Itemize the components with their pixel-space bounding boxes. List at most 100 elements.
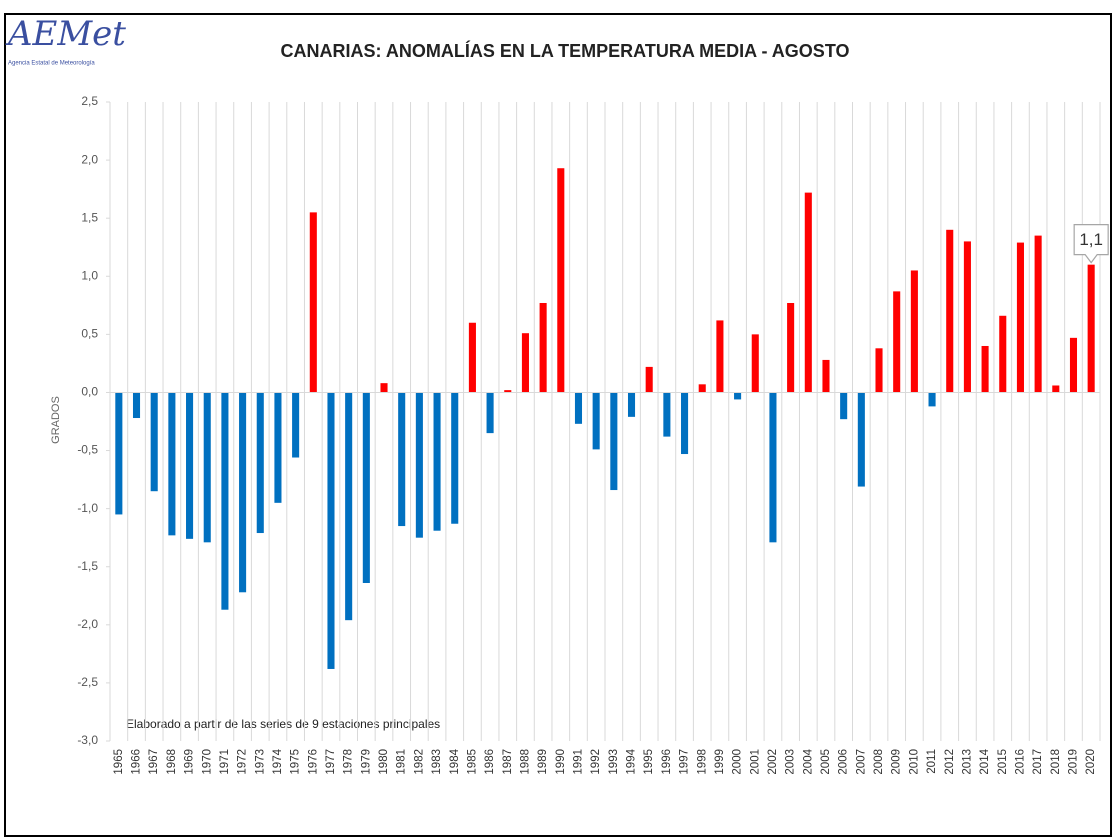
bar <box>1087 264 1095 393</box>
bar <box>963 241 971 393</box>
y-tick-label: -3,0 <box>77 733 98 747</box>
x-tick-label: 1990 <box>555 749 567 775</box>
bar <box>698 384 706 393</box>
x-tick-label: 1985 <box>466 749 478 775</box>
bar <box>663 392 671 437</box>
y-tick-label: 1,0 <box>81 268 98 282</box>
x-tick-label: 1979 <box>360 749 372 775</box>
x-tick-label: 2018 <box>1050 749 1062 775</box>
x-tick-label: 2012 <box>944 749 956 775</box>
x-tick-label: 2015 <box>997 749 1009 775</box>
x-tick-label: 1967 <box>148 749 160 775</box>
x-tick-label: 1965 <box>113 749 125 775</box>
x-tick-label: 2000 <box>732 749 744 775</box>
x-tick-label: 1998 <box>696 749 708 775</box>
bar <box>840 392 848 420</box>
x-tick-label: 1991 <box>573 749 585 775</box>
bar <box>1052 385 1060 393</box>
bar <box>857 392 865 487</box>
x-tick-label: 1968 <box>166 749 178 775</box>
y-tick-label: 0,0 <box>81 385 98 399</box>
x-tick-label: 1992 <box>590 749 602 775</box>
bar <box>787 302 795 393</box>
bar <box>946 229 954 393</box>
bar <box>451 392 459 524</box>
bar <box>981 345 989 393</box>
logo: AEMet <box>5 14 126 54</box>
x-tick-label: 2004 <box>802 748 814 774</box>
bar <box>274 392 282 503</box>
bar <box>256 392 264 534</box>
x-tick-label: 1966 <box>131 749 143 775</box>
x-tick-label: 2006 <box>838 749 850 775</box>
x-tick-label: 2002 <box>767 749 779 775</box>
x-tick-label: 1988 <box>519 749 531 775</box>
x-tick-label: 2008 <box>873 749 885 775</box>
bar <box>132 392 141 419</box>
x-tick-label: 1970 <box>201 749 213 775</box>
bar <box>292 392 300 458</box>
bar <box>327 392 335 669</box>
bar <box>203 392 211 543</box>
x-tick-label: 1976 <box>307 749 319 775</box>
bar <box>645 366 653 393</box>
x-tick-label: 1977 <box>325 749 337 775</box>
x-tick-label: 1982 <box>413 749 425 775</box>
bar <box>910 270 918 393</box>
bar <box>999 315 1007 393</box>
bar <box>681 392 689 455</box>
x-tick-label: 1997 <box>679 749 691 775</box>
x-tick-label: 2003 <box>785 749 797 775</box>
x-tick-label: 2013 <box>961 749 973 775</box>
bar <box>380 383 388 393</box>
x-tick-label: 1984 <box>449 748 461 774</box>
x-tick-label: 1996 <box>661 749 673 775</box>
x-tick-label: 1978 <box>343 749 355 775</box>
x-tick-label: 1995 <box>643 749 655 775</box>
x-tick-label: 2020 <box>1085 749 1097 775</box>
x-tick-label: 2010 <box>908 749 920 775</box>
bar <box>574 392 583 424</box>
x-tick-label: 1969 <box>184 749 196 775</box>
bar <box>115 392 123 515</box>
bar <box>398 392 406 527</box>
y-tick-label: 2,0 <box>81 152 98 166</box>
x-tick-label: 2009 <box>891 749 903 775</box>
bar <box>345 392 353 621</box>
y-tick-label: 2,5 <box>81 94 98 108</box>
bar <box>186 392 194 539</box>
x-tick-label: 2007 <box>855 749 867 775</box>
bar <box>168 392 176 536</box>
chart-title: CANARIAS: ANOMALÍAS EN LA TEMPERATURA ME… <box>281 40 850 61</box>
bar <box>734 392 742 400</box>
bar <box>875 348 883 393</box>
bar <box>433 392 441 531</box>
x-tick-label: 1987 <box>502 749 514 775</box>
x-tick-label: 1989 <box>537 749 549 775</box>
bar <box>150 392 158 492</box>
bar <box>928 392 936 407</box>
bar <box>627 392 636 417</box>
bar <box>239 392 247 593</box>
bar <box>221 392 229 610</box>
logo-subtitle: Agencia Estatal de Meteorología <box>8 61 95 67</box>
bar <box>504 390 512 393</box>
bar <box>716 320 724 393</box>
data-label: 1,1 <box>1079 230 1103 249</box>
bar <box>610 392 618 491</box>
x-tick-label: 2005 <box>820 749 832 775</box>
x-tick-label: 2016 <box>1014 749 1026 775</box>
bar <box>1034 235 1042 393</box>
x-tick-label: 1971 <box>219 749 231 775</box>
x-tick-label: 2017 <box>1032 749 1044 775</box>
x-tick-label: 2001 <box>749 749 761 775</box>
bar <box>804 192 812 393</box>
bar <box>1069 337 1078 393</box>
y-tick-label: 0,5 <box>81 327 98 341</box>
x-tick-label: 1972 <box>237 749 249 775</box>
y-tick-label: -0,5 <box>77 443 98 457</box>
x-tick-label: 2019 <box>1068 749 1080 775</box>
y-tick-label: -1,0 <box>77 501 98 515</box>
x-tick-label: 1999 <box>714 749 726 775</box>
bar <box>362 392 370 583</box>
